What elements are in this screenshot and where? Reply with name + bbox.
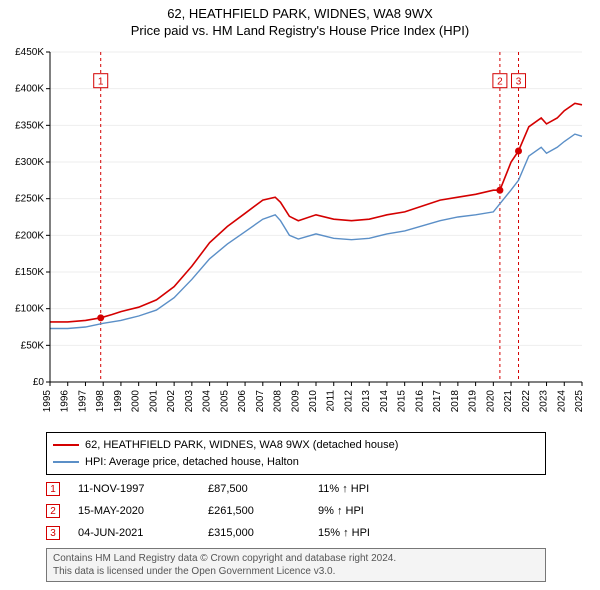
- svg-text:£150K: £150K: [15, 267, 44, 278]
- legend-label: HPI: Average price, detached house, Halt…: [85, 454, 299, 471]
- legend-swatch: [53, 461, 79, 463]
- svg-text:2008: 2008: [273, 390, 284, 413]
- svg-text:2: 2: [497, 77, 503, 88]
- svg-text:2020: 2020: [485, 390, 496, 413]
- event-pct: 9% ↑ HPI: [318, 505, 428, 517]
- svg-text:2004: 2004: [202, 390, 213, 413]
- svg-text:2007: 2007: [255, 390, 266, 413]
- event-price: £87,500: [208, 483, 318, 495]
- svg-text:2012: 2012: [343, 390, 354, 413]
- svg-text:£0: £0: [33, 377, 45, 388]
- footer-line2: This data is licensed under the Open Gov…: [53, 565, 539, 578]
- legend-swatch: [53, 444, 79, 446]
- svg-text:2014: 2014: [379, 390, 390, 413]
- svg-text:1: 1: [98, 77, 104, 88]
- chart-svg: £0 £50K £100K £150K £200K £250K £300K £350K £400…: [8, 44, 592, 424]
- svg-text:2002: 2002: [166, 390, 177, 413]
- svg-text:1999: 1999: [113, 390, 124, 413]
- svg-text:£250K: £250K: [15, 194, 44, 205]
- svg-text:2015: 2015: [397, 390, 408, 413]
- event-row: 2 15-MAY-2020£261,5009% ↑ HPI: [46, 500, 546, 522]
- svg-text:2022: 2022: [521, 390, 532, 413]
- svg-text:2009: 2009: [290, 390, 301, 413]
- events-table: 1 11-NOV-1997£87,50011% ↑ HPI 2 15-MAY-2020…: [46, 478, 546, 544]
- legend-item: HPI: Average price, detached house, Halt…: [53, 454, 539, 471]
- svg-text:3: 3: [516, 77, 522, 88]
- event-price: £261,500: [208, 505, 318, 517]
- footer-attribution: Contains HM Land Registry data © Crown c…: [46, 548, 546, 582]
- event-badge: 3: [46, 526, 60, 540]
- page-title-line2: Price paid vs. HM Land Registry's House …: [0, 23, 600, 38]
- svg-text:2003: 2003: [184, 390, 195, 413]
- svg-text:2024: 2024: [556, 390, 567, 413]
- svg-text:1997: 1997: [77, 390, 88, 413]
- svg-text:1996: 1996: [60, 390, 71, 413]
- svg-text:1995: 1995: [42, 390, 53, 413]
- event-price: £315,000: [208, 527, 318, 539]
- footer-line1: Contains HM Land Registry data © Crown c…: [53, 552, 539, 565]
- svg-text:2006: 2006: [237, 390, 248, 413]
- svg-text:2010: 2010: [308, 390, 319, 413]
- svg-text:2017: 2017: [432, 390, 443, 413]
- event-pct: 11% ↑ HPI: [318, 483, 428, 495]
- svg-text:1998: 1998: [95, 390, 106, 413]
- svg-text:2005: 2005: [219, 390, 230, 413]
- page-title-line1: 62, HEATHFIELD PARK, WIDNES, WA8 9WX: [0, 6, 600, 21]
- legend-label: 62, HEATHFIELD PARK, WIDNES, WA8 9WX (de…: [85, 437, 398, 454]
- svg-text:2000: 2000: [131, 390, 142, 413]
- svg-text:£50K: £50K: [21, 340, 45, 351]
- svg-text:£100K: £100K: [15, 304, 44, 315]
- event-badge: 2: [46, 504, 60, 518]
- event-date: 11-NOV-1997: [78, 483, 208, 495]
- svg-text:2025: 2025: [574, 390, 585, 413]
- svg-text:2023: 2023: [539, 390, 550, 413]
- legend: 62, HEATHFIELD PARK, WIDNES, WA8 9WX (de…: [46, 432, 546, 475]
- svg-text:£450K: £450K: [15, 47, 44, 58]
- price-chart: £0 £50K £100K £150K £200K £250K £300K £350K £400…: [8, 44, 592, 424]
- event-row: 3 04-JUN-2021£315,00015% ↑ HPI: [46, 522, 546, 544]
- event-date: 15-MAY-2020: [78, 505, 208, 517]
- event-badge: 1: [46, 482, 60, 496]
- event-date: 04-JUN-2021: [78, 527, 208, 539]
- svg-text:2019: 2019: [468, 390, 479, 413]
- svg-text:2011: 2011: [326, 390, 337, 412]
- svg-text:2013: 2013: [361, 390, 372, 413]
- svg-text:2001: 2001: [148, 390, 159, 413]
- legend-item: 62, HEATHFIELD PARK, WIDNES, WA8 9WX (de…: [53, 437, 539, 454]
- svg-text:2021: 2021: [503, 390, 514, 413]
- svg-text:2016: 2016: [414, 390, 425, 413]
- svg-text:£350K: £350K: [15, 120, 44, 131]
- svg-text:2018: 2018: [450, 390, 461, 413]
- svg-text:£400K: £400K: [15, 84, 44, 95]
- event-pct: 15% ↑ HPI: [318, 527, 428, 539]
- event-row: 1 11-NOV-1997£87,50011% ↑ HPI: [46, 478, 546, 500]
- svg-text:£200K: £200K: [15, 230, 44, 241]
- svg-text:£300K: £300K: [15, 157, 44, 168]
